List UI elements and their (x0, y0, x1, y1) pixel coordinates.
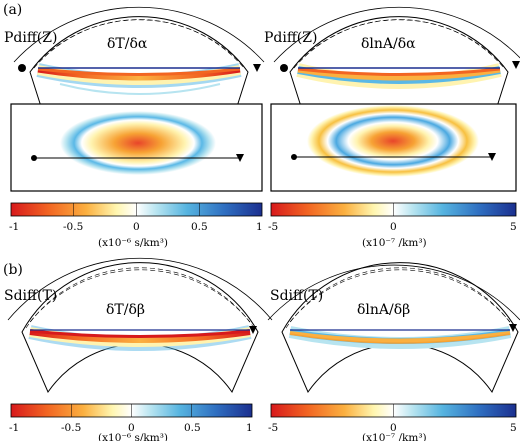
colorbar-unit: (x10⁻⁶ s/km³) (98, 237, 168, 249)
tick-label: 0 (390, 221, 397, 233)
panel-b-right-wedge (267, 262, 520, 394)
tick-label: 0 (128, 422, 135, 434)
panel-b-left-phase: Sdiff(T) (4, 288, 57, 304)
tick-label: -0.5 (61, 422, 81, 434)
tick-label: -5 (268, 422, 278, 434)
tick-label: 0 (390, 422, 397, 434)
tick-label: -0.5 (63, 221, 83, 233)
source-marker (18, 64, 26, 72)
panel-a-right-map (270, 103, 517, 192)
receiver-marker (253, 64, 261, 72)
tick-label: -1 (9, 422, 19, 434)
source-marker (280, 64, 288, 72)
panel-b-right-kernel: δlnA/δβ (357, 302, 410, 318)
panel-b-left-kernel: δT/δβ (106, 302, 145, 318)
panel-a-right-kernel: δlnA/δα (361, 36, 416, 52)
panel-a-label: (a) (3, 2, 22, 18)
colorbar-unit: (x10⁻⁶ s/km³) (98, 432, 168, 441)
tick-label: 0 (133, 221, 140, 233)
tick-label: -1 (9, 221, 19, 233)
tick-label: 5 (510, 422, 517, 434)
colorbar-unit: (x10⁻⁷ /km³) (362, 432, 427, 441)
tick-label: 1 (246, 422, 253, 434)
receiver-marker (249, 326, 257, 334)
panel-b-left-wedge (7, 257, 273, 394)
panel-a-left-phase: Pdiff(Z) (4, 30, 57, 46)
panel-a-right-colorbar: -5 0 5 (x10⁻⁷ /km³) (268, 202, 517, 249)
receiver-marker (512, 61, 520, 69)
panel-b-right-colorbar: -5 0 5 (x10⁻⁷ /km³) (268, 403, 517, 441)
panel-a-left-colorbar: -1 -0.5 0 0.5 1 (x10⁻⁶ s/km³) (9, 202, 263, 249)
receiver-marker (509, 324, 517, 332)
panel-a-right-phase: Pdiff(Z) (264, 30, 317, 46)
panel-b-right-phase: Sdiff(T) (270, 288, 323, 304)
tick-label: 0.5 (184, 422, 201, 434)
panel-b-label: (b) (3, 262, 23, 278)
panel-a-left-map (10, 103, 263, 192)
colorbar-unit: (x10⁻⁷ /km³) (362, 237, 427, 249)
tick-label: 0.5 (191, 221, 208, 233)
panel-a-left-kernel: δT/δα (107, 36, 148, 52)
tick-label: 5 (510, 221, 517, 233)
tick-label: 1 (256, 221, 263, 233)
tick-label: -5 (268, 221, 278, 233)
panel-b-left-colorbar: -1 -0.5 0 0.5 1 (x10⁻⁶ s/km³) (9, 403, 253, 441)
